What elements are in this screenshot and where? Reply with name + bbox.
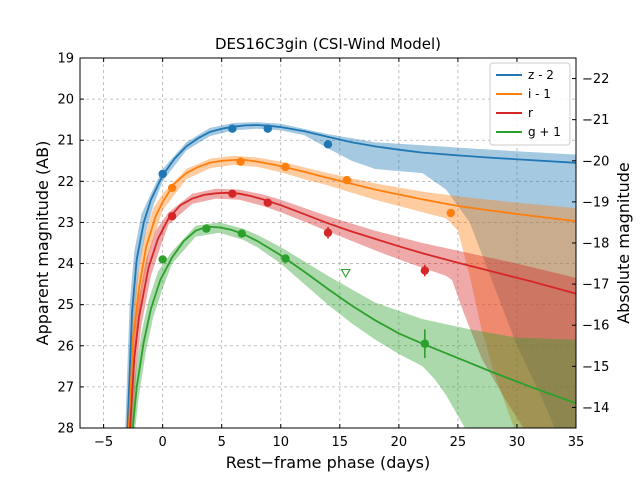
- data-point-1: [236, 157, 245, 166]
- data-point-2: [228, 189, 237, 198]
- data-point-1: [342, 175, 352, 185]
- y-tick-label: 27: [57, 380, 74, 395]
- legend-label-2: r: [528, 106, 533, 120]
- legend-box: [489, 62, 571, 146]
- data-point-1: [281, 162, 290, 172]
- data-point-3: [237, 229, 246, 238]
- legend-label-3: g + 1: [528, 125, 561, 139]
- data-point-0: [323, 140, 333, 149]
- y-tick-label: 20: [57, 93, 74, 108]
- uncertainty-band-3: [130, 222, 576, 428]
- legend-label-1: i - 1: [528, 87, 551, 101]
- x-tick-label: 0: [159, 435, 167, 450]
- y-tick-label: 19: [57, 52, 74, 67]
- model-curve-1: [127, 159, 576, 428]
- y-right-axis-title: Absolute magnitude: [614, 162, 633, 324]
- legend: z - 2 i - 1 r g + 1: [489, 62, 571, 146]
- data-point-0: [228, 124, 237, 133]
- chart-title: DES16C3gin (CSI-Wind Model): [215, 35, 441, 53]
- y-right-tick-label: −18: [582, 237, 609, 252]
- data-point-1: [446, 208, 456, 218]
- x-tick-label: −5: [94, 435, 113, 450]
- data-point-2: [263, 198, 272, 207]
- x-tick-label: 10: [272, 435, 289, 450]
- data-point-3: [420, 339, 430, 348]
- y-tick-label: 24: [57, 257, 74, 272]
- y-right-tick-label: −14: [582, 401, 609, 416]
- upper-limit-marker: [340, 268, 351, 279]
- axis-ticks: −5 0 5 10 15 20 25 30 35 19 20 21 22 23 24 25 26 27 28 −22 −…: [57, 52, 609, 451]
- y-right-tick-label: −20: [582, 154, 609, 169]
- y-axis-title: Apparent magnitude (AB): [33, 141, 52, 346]
- data-point-3: [281, 254, 290, 263]
- x-tick-label: 15: [332, 435, 349, 450]
- model-curve-3: [131, 225, 576, 428]
- y-tick-label: 26: [57, 339, 74, 354]
- data-point-2: [323, 228, 333, 237]
- data-point-1: [167, 183, 177, 193]
- uncertainty-band-1: [126, 155, 576, 428]
- x-axis-title: Rest−frame phase (days): [226, 453, 430, 472]
- x-tick-label: 20: [391, 435, 408, 450]
- data-point-0: [158, 169, 167, 179]
- y-right-tick-label: −21: [582, 113, 609, 128]
- uncertainty-band-0: [125, 122, 576, 428]
- x-tick-label: 35: [568, 435, 585, 450]
- x-tick-label: 30: [509, 435, 526, 450]
- y-right-tick-label: −22: [582, 72, 609, 87]
- y-right-tick-label: −17: [582, 278, 609, 293]
- data-point-3: [202, 224, 211, 233]
- y-right-tick-label: −19: [582, 195, 609, 210]
- data-point-3: [158, 255, 167, 264]
- model-curves: [126, 124, 576, 428]
- data-points: [158, 124, 456, 359]
- y-right-tick-label: −16: [582, 319, 609, 334]
- y-tick-label: 23: [57, 216, 74, 231]
- data-point-0: [263, 124, 272, 133]
- x-tick-label: 5: [218, 435, 226, 450]
- y-right-tick-label: −15: [582, 360, 609, 375]
- y-tick-label: 21: [57, 134, 74, 149]
- y-tick-label: 25: [57, 298, 74, 313]
- y-tick-label: 28: [57, 422, 74, 437]
- x-tick-label: 25: [450, 435, 467, 450]
- y-tick-label: 22: [57, 175, 74, 190]
- model-curve-0: [126, 124, 576, 428]
- model-curve-2: [129, 191, 576, 428]
- legend-label-0: z - 2: [528, 68, 554, 82]
- data-point-2: [167, 212, 177, 221]
- data-point-2: [420, 266, 430, 275]
